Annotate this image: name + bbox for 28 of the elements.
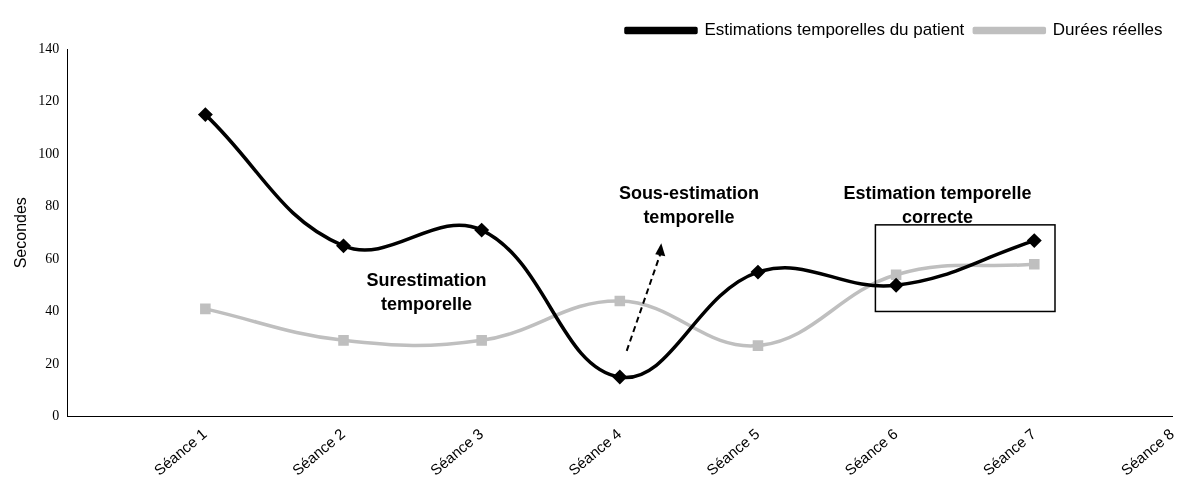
y-tick-label: 120 [38, 93, 60, 109]
y-tick-label: 0 [52, 408, 60, 424]
point [198, 107, 213, 122]
point [614, 295, 626, 307]
point [1027, 233, 1042, 248]
point [1028, 258, 1040, 270]
point [889, 278, 903, 292]
point [200, 303, 211, 315]
y-tick-label: 140 [38, 40, 60, 56]
point [890, 269, 902, 281]
point [752, 340, 764, 351]
y-tick-label: 20 [45, 355, 60, 371]
annotation: Surestimation temporelle [366, 270, 487, 315]
y-tick-label: 80 [45, 198, 60, 214]
point [613, 370, 627, 384]
point [751, 265, 765, 279]
y-tick-label: 40 [45, 303, 60, 319]
legend-label: Estimations temporelles du patient [704, 20, 965, 40]
legend-label: Durées réelles [1052, 20, 1163, 40]
point [338, 335, 349, 346]
y-axis-title: Secondes [12, 197, 30, 269]
annotation: Estimation temporelle correcte [843, 183, 1032, 228]
point [336, 239, 351, 253]
y-tick-label: 60 [45, 250, 60, 266]
y-tick-label: 100 [38, 145, 60, 161]
annotation: Sous-estimation temporelle [618, 183, 759, 228]
point [476, 335, 487, 346]
point [474, 223, 489, 237]
